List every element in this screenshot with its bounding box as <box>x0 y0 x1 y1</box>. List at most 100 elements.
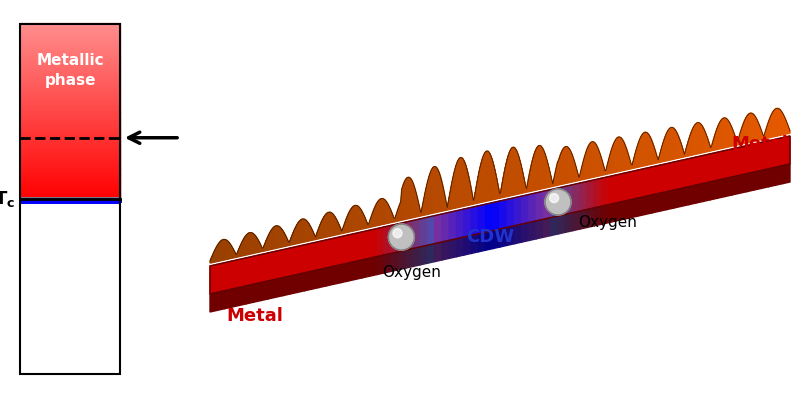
Polygon shape <box>250 232 252 254</box>
Polygon shape <box>663 139 664 162</box>
Polygon shape <box>673 128 674 159</box>
Polygon shape <box>349 212 350 232</box>
Polygon shape <box>604 167 605 175</box>
Polygon shape <box>394 218 395 222</box>
Polygon shape <box>782 164 790 184</box>
Bar <box>20 173 120 176</box>
Polygon shape <box>398 250 406 270</box>
Bar <box>20 199 120 202</box>
Bar <box>20 199 120 202</box>
Polygon shape <box>478 204 486 234</box>
Polygon shape <box>552 180 553 186</box>
Polygon shape <box>254 235 255 253</box>
Bar <box>20 135 120 138</box>
Bar <box>20 56 120 59</box>
Polygon shape <box>641 135 642 166</box>
Polygon shape <box>446 203 447 210</box>
Polygon shape <box>337 220 338 234</box>
Polygon shape <box>622 139 623 171</box>
Polygon shape <box>493 229 500 249</box>
Polygon shape <box>514 196 522 226</box>
Polygon shape <box>581 167 582 180</box>
Bar <box>20 28 120 31</box>
Polygon shape <box>577 170 578 181</box>
Polygon shape <box>342 226 344 233</box>
Polygon shape <box>239 246 240 256</box>
Polygon shape <box>482 156 483 202</box>
Polygon shape <box>442 240 450 260</box>
Bar <box>20 119 120 122</box>
Polygon shape <box>326 266 334 286</box>
Polygon shape <box>346 216 347 232</box>
Polygon shape <box>464 160 465 206</box>
Polygon shape <box>268 234 269 250</box>
Bar <box>20 200 120 203</box>
Bar <box>20 156 120 159</box>
Polygon shape <box>531 160 533 191</box>
Polygon shape <box>281 228 282 247</box>
Polygon shape <box>695 124 696 154</box>
Polygon shape <box>507 226 514 245</box>
Polygon shape <box>554 170 556 186</box>
Bar <box>20 95 120 97</box>
Polygon shape <box>525 182 526 192</box>
Polygon shape <box>471 206 478 236</box>
Bar <box>20 88 120 91</box>
Polygon shape <box>775 108 777 136</box>
Polygon shape <box>690 132 691 155</box>
Polygon shape <box>411 180 412 218</box>
Polygon shape <box>666 132 667 161</box>
Polygon shape <box>627 151 628 169</box>
Polygon shape <box>672 127 673 160</box>
Polygon shape <box>438 171 439 212</box>
Polygon shape <box>370 256 377 276</box>
Polygon shape <box>381 199 382 225</box>
Bar <box>20 199 120 202</box>
Polygon shape <box>373 210 374 227</box>
Polygon shape <box>218 263 225 292</box>
Polygon shape <box>580 171 581 180</box>
Polygon shape <box>632 161 633 168</box>
Bar <box>20 35 120 38</box>
Polygon shape <box>603 164 604 175</box>
Text: Metallic: Metallic <box>36 53 104 69</box>
Polygon shape <box>580 182 587 211</box>
Polygon shape <box>573 157 574 182</box>
Polygon shape <box>696 123 697 154</box>
Bar <box>20 128 120 131</box>
Polygon shape <box>326 213 327 237</box>
Polygon shape <box>503 172 504 197</box>
Polygon shape <box>719 121 720 149</box>
Polygon shape <box>703 154 710 184</box>
Text: CDW: CDW <box>466 228 514 246</box>
Polygon shape <box>237 251 238 257</box>
Polygon shape <box>222 240 223 260</box>
Polygon shape <box>613 143 614 173</box>
Polygon shape <box>576 167 577 181</box>
Bar <box>20 69 120 71</box>
Polygon shape <box>653 143 654 164</box>
Polygon shape <box>285 234 286 246</box>
Polygon shape <box>718 151 725 180</box>
Polygon shape <box>490 154 491 200</box>
Polygon shape <box>449 192 450 209</box>
Bar <box>20 199 120 202</box>
Bar <box>20 199 120 202</box>
Polygon shape <box>718 178 725 198</box>
Polygon shape <box>626 148 627 170</box>
Bar <box>20 199 120 202</box>
Polygon shape <box>681 142 682 158</box>
Bar <box>20 199 120 202</box>
Polygon shape <box>766 124 768 138</box>
Polygon shape <box>361 210 362 229</box>
Polygon shape <box>579 175 580 180</box>
Polygon shape <box>500 227 507 247</box>
Polygon shape <box>277 226 278 248</box>
Bar <box>20 175 120 178</box>
Polygon shape <box>618 137 619 171</box>
Bar <box>20 198 120 201</box>
Polygon shape <box>543 217 550 237</box>
Polygon shape <box>510 149 511 196</box>
Bar <box>20 117 120 120</box>
Polygon shape <box>630 161 631 169</box>
